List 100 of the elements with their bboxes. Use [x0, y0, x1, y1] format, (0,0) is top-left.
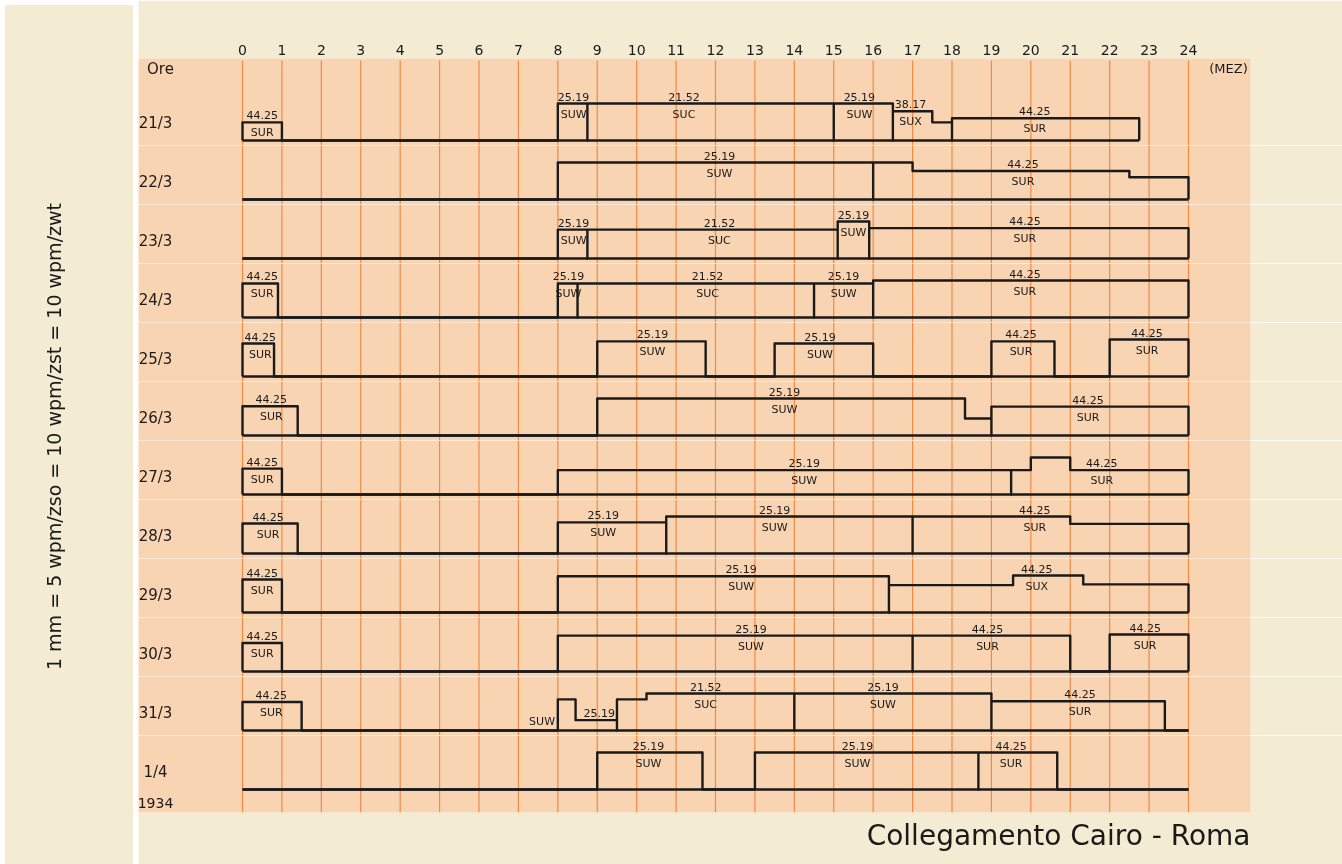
annotation: 25.19 [843, 90, 876, 104]
annotation: 44.25 [246, 270, 278, 284]
annotation: 21.52 [689, 680, 722, 694]
annotation: SUX [1025, 579, 1049, 593]
annotation: SUW [560, 107, 587, 121]
annotation: 44.25 [1064, 688, 1096, 702]
annotation: SUR [250, 126, 274, 140]
x-tick-label: 11 [667, 41, 685, 58]
annotation: SUR [250, 287, 274, 301]
y-axis-title: 24/3 [138, 290, 173, 309]
annotation: SUR [1023, 122, 1047, 136]
text: Collegamento Cairo - Roma [866, 818, 1251, 852]
annotation: 25.19 [632, 739, 665, 753]
text: (MEZ) [1209, 61, 1248, 76]
annotation: SUC [694, 697, 718, 711]
y-axis-title: 1/4 [143, 762, 168, 781]
annotation: SUW [738, 639, 765, 653]
annotation: 25.19 [788, 457, 820, 471]
annotation: SUR [1023, 520, 1047, 534]
x-tick-label: 24 [1179, 41, 1198, 58]
text: 1934 [137, 794, 174, 811]
y-axis-title: 27/3 [138, 467, 173, 486]
annotation: SUR [1068, 705, 1092, 719]
x-tick-label: 23 [1140, 41, 1158, 58]
annotation: 44.25 [246, 109, 278, 123]
annotation: SUW [560, 233, 587, 247]
annotation: SUW [791, 474, 818, 488]
annotation: 25.19 [725, 563, 757, 577]
annotation: 25.19 [735, 622, 767, 636]
annotation: 44.25 [252, 510, 284, 524]
annotation: SUW [635, 756, 662, 770]
annotation: 44.25 [1129, 621, 1161, 635]
x-tick-label: 7 [513, 41, 523, 58]
x-tick-label: 3 [356, 41, 366, 58]
annotation: SUC [708, 233, 732, 247]
annotation: 44.25 [971, 622, 1004, 636]
annotation: 25.19 [804, 330, 836, 344]
annotation: 21.52 [668, 90, 700, 104]
annotation: SUR [248, 347, 272, 361]
annotation: 44.25 [1019, 503, 1051, 517]
y-axis-title: 31/3 [138, 703, 173, 722]
annotation: 21.52 [691, 270, 724, 284]
annotation: SUR [1133, 638, 1157, 652]
annotation: 44.25 [255, 393, 288, 407]
x-tick-label: 20 [1021, 41, 1040, 58]
annotation: SUW [590, 526, 617, 540]
annotation: 25.19 [837, 208, 870, 222]
annotation: SUW [846, 107, 873, 121]
annotation: SUR [256, 527, 280, 541]
annotation: SUR [1013, 232, 1037, 246]
annotation: SUR [1135, 343, 1159, 357]
annotation: SUR [1009, 345, 1033, 359]
annotation: 44.25 [1009, 267, 1041, 281]
x-tick-label: 12 [706, 41, 725, 58]
annotation: SUR [250, 472, 274, 486]
x-tick-label: 0 [238, 41, 247, 58]
x-tick-label: 14 [785, 41, 804, 58]
annotation: SUW [830, 287, 857, 301]
annotation: 25.19 [583, 707, 615, 721]
annotation: 44.25 [1005, 328, 1037, 342]
annotation: 44.25 [1131, 326, 1163, 340]
annotation: SUR [976, 639, 1000, 653]
y-axis-title: 28/3 [138, 526, 173, 545]
annotation: 25.19 [758, 503, 791, 517]
annotation: SUC [672, 107, 696, 121]
x-tick-label: 10 [627, 41, 646, 58]
annotation: SUW [771, 402, 798, 416]
x-tick-label: 21 [1061, 41, 1080, 58]
x-tick-label: 8 [553, 41, 563, 58]
annotation: 25.19 [841, 739, 874, 753]
x-tick-label: 5 [435, 41, 445, 58]
x-tick-label: 6 [474, 41, 484, 58]
annotation: SUR [1076, 410, 1100, 424]
annotation: 25.19 [552, 270, 585, 284]
annotation: 44.25 [1019, 105, 1051, 119]
y-axis-title: 21/3 [138, 113, 173, 132]
y-axis-title: 23/3 [138, 231, 173, 250]
annotation: SUR [1011, 175, 1035, 189]
x-tick-label: 16 [864, 41, 883, 58]
annotation: 44.25 [244, 330, 276, 344]
x-tick-label: 1 [277, 41, 287, 58]
annotation: 25.19 [703, 149, 736, 163]
annotation: 25.19 [867, 680, 899, 694]
annotation: SUX [899, 115, 923, 129]
annotation: 21.52 [703, 216, 736, 230]
annotation: SUR [1013, 284, 1037, 298]
x-tick-label: 2 [316, 41, 326, 58]
annotation: 25.19 [636, 328, 669, 342]
x-tick-label: 13 [746, 41, 764, 58]
annotation: SUR [250, 647, 274, 661]
text: 1 mm = 5 wpm/zso = 10 wpm/zst = 10 wpm/zwt [42, 203, 66, 671]
annotation: 25.19 [827, 270, 860, 284]
x-tick-label: 15 [824, 41, 843, 58]
annotation: 38.17 [894, 98, 927, 112]
annotation: 44.25 [246, 630, 278, 644]
annotation: 25.19 [557, 216, 590, 230]
x-tick-label: 4 [395, 41, 405, 58]
annotation: SUR [999, 756, 1023, 770]
annotation: 44.25 [1007, 158, 1039, 172]
x-tick-label: 19 [982, 41, 1001, 58]
